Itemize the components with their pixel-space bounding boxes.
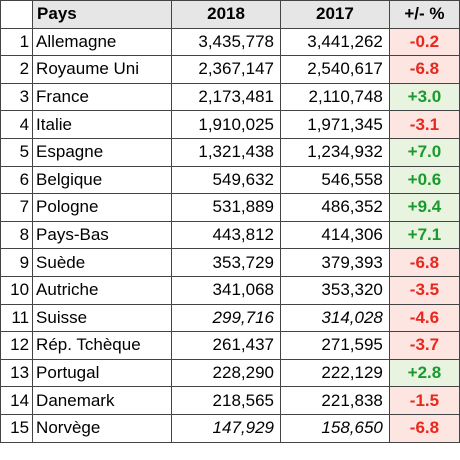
- value-2017-cell: 546,558: [280, 165, 390, 195]
- change-pct-cell: -3.7: [388, 331, 460, 360]
- value-2017-cell: 221,838: [280, 386, 390, 415]
- country-cell: Royaume Uni: [32, 55, 173, 84]
- header-change-pct: +/- %: [388, 0, 460, 29]
- value-2018-cell: 299,716: [171, 303, 281, 333]
- country-cell: Suède: [32, 248, 173, 277]
- country-cell: Norvège: [32, 413, 173, 443]
- change-pct-cell: +9.4: [388, 193, 460, 222]
- value-2017-cell: 2,110,748: [280, 82, 390, 112]
- change-pct-cell: -1.5: [388, 386, 460, 415]
- change-pct-cell: -6.8: [388, 248, 460, 277]
- value-2017-cell: 353,320: [280, 275, 390, 305]
- table-row: 11 Suisse 299,716 314,028 -4.6: [0, 303, 460, 333]
- rank-cell: 15: [0, 413, 34, 443]
- table-row: 12 Rép. Tchèque 261,437 271,595 -3.7: [0, 331, 460, 360]
- value-2018-cell: 341,068: [171, 275, 281, 305]
- value-2017-cell: 271,595: [280, 331, 390, 360]
- value-2018-cell: 2,173,481: [171, 82, 281, 112]
- country-cell: Danemark: [32, 386, 173, 415]
- value-2018-cell: 443,812: [171, 220, 281, 250]
- country-cell: Pays-Bas: [32, 220, 173, 250]
- value-2017-cell: 1,234,932: [280, 137, 390, 167]
- change-pct-cell: -3.1: [388, 110, 460, 139]
- table-row: 3 France 2,173,481 2,110,748 +3.0: [0, 82, 460, 112]
- rank-cell: 11: [0, 303, 34, 333]
- country-cell: Portugal: [32, 358, 173, 388]
- rank-cell: 10: [0, 275, 34, 305]
- header-2018: 2018: [171, 0, 281, 29]
- table-row: 1 Allemagne 3,435,778 3,441,262 -0.2: [0, 27, 460, 57]
- country-cell: Pologne: [32, 193, 173, 222]
- table-row: 2 Royaume Uni 2,367,147 2,540,617 -6.8: [0, 55, 460, 84]
- value-2018-cell: 147,929: [171, 413, 281, 443]
- value-2017-cell: 2,540,617: [280, 55, 390, 84]
- country-cell: Autriche: [32, 275, 173, 305]
- country-table: Pays 2018 2017 +/- % 1 Allemagne 3,435,778…: [0, 0, 460, 443]
- country-cell: Rép. Tchèque: [32, 331, 173, 360]
- table-row: 7 Pologne 531,889 486,352 +9.4: [0, 193, 460, 222]
- rank-cell: 7: [0, 193, 34, 222]
- country-cell: Belgique: [32, 165, 173, 195]
- change-pct-cell: +7.1: [388, 220, 460, 250]
- value-2017-cell: 3,441,262: [280, 27, 390, 57]
- value-2018-cell: 353,729: [171, 248, 281, 277]
- change-pct-cell: +2.8: [388, 358, 460, 388]
- change-pct-cell: +7.0: [388, 137, 460, 167]
- change-pct-cell: +3.0: [388, 82, 460, 112]
- value-2018-cell: 218,565: [171, 386, 281, 415]
- value-2017-cell: 158,650: [280, 413, 390, 443]
- rank-cell: 3: [0, 82, 34, 112]
- value-2017-cell: 486,352: [280, 193, 390, 222]
- value-2017-cell: 1,971,345: [280, 110, 390, 139]
- header-country: Pays: [32, 0, 173, 29]
- change-pct-cell: -3.5: [388, 275, 460, 305]
- rank-cell: 4: [0, 110, 34, 139]
- rank-cell: 6: [0, 165, 34, 195]
- rank-cell: 14: [0, 386, 34, 415]
- country-cell: Italie: [32, 110, 173, 139]
- header-row: Pays 2018 2017 +/- %: [0, 0, 460, 29]
- table-row: 15 Norvège 147,929 158,650 -6.8: [0, 413, 460, 443]
- value-2017-cell: 314,028: [280, 303, 390, 333]
- country-cell: Suisse: [32, 303, 173, 333]
- country-cell: France: [32, 82, 173, 112]
- change-pct-cell: -6.8: [388, 55, 460, 84]
- rank-cell: 13: [0, 358, 34, 388]
- rank-cell: 8: [0, 220, 34, 250]
- rank-cell: 2: [0, 55, 34, 84]
- table-row: 6 Belgique 549,632 546,558 +0.6: [0, 165, 460, 195]
- value-2018-cell: 228,290: [171, 358, 281, 388]
- value-2018-cell: 1,321,438: [171, 137, 281, 167]
- rank-cell: 12: [0, 331, 34, 360]
- value-2017-cell: 222,129: [280, 358, 390, 388]
- header-2017: 2017: [280, 0, 390, 29]
- change-pct-cell: -4.6: [388, 303, 460, 333]
- table-row: 8 Pays-Bas 443,812 414,306 +7.1: [0, 220, 460, 250]
- value-2018-cell: 3,435,778: [171, 27, 281, 57]
- value-2017-cell: 379,393: [280, 248, 390, 277]
- rank-cell: 5: [0, 137, 34, 167]
- value-2018-cell: 1,910,025: [171, 110, 281, 139]
- table-row: 9 Suède 353,729 379,393 -6.8: [0, 248, 460, 277]
- table-row: 14 Danemark 218,565 221,838 -1.5: [0, 386, 460, 415]
- value-2018-cell: 549,632: [171, 165, 281, 195]
- value-2017-cell: 414,306: [280, 220, 390, 250]
- header-rank: [0, 0, 34, 29]
- table-row: 10 Autriche 341,068 353,320 -3.5: [0, 275, 460, 305]
- value-2018-cell: 531,889: [171, 193, 281, 222]
- change-pct-cell: +0.6: [388, 165, 460, 195]
- rank-cell: 1: [0, 27, 34, 57]
- rank-cell: 9: [0, 248, 34, 277]
- country-cell: Allemagne: [32, 27, 173, 57]
- country-cell: Espagne: [32, 137, 173, 167]
- value-2018-cell: 261,437: [171, 331, 281, 360]
- change-pct-cell: -6.8: [388, 413, 460, 443]
- table-row: 5 Espagne 1,321,438 1,234,932 +7.0: [0, 137, 460, 167]
- change-pct-cell: -0.2: [388, 27, 460, 57]
- table-row: 4 Italie 1,910,025 1,971,345 -3.1: [0, 110, 460, 139]
- table-row: 13 Portugal 228,290 222,129 +2.8: [0, 358, 460, 388]
- value-2018-cell: 2,367,147: [171, 55, 281, 84]
